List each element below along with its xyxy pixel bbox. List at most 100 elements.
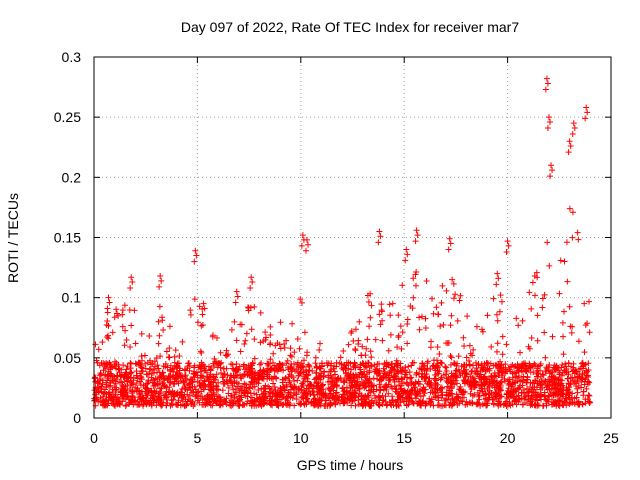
- y-tick-label: 0.1: [62, 290, 82, 306]
- data-point: [298, 299, 305, 306]
- data-point: [390, 365, 397, 372]
- data-point: [265, 383, 272, 390]
- data-point: [427, 344, 434, 351]
- data-point: [559, 361, 566, 368]
- data-point: [106, 299, 113, 306]
- data-point: [182, 396, 189, 403]
- data-point: [305, 241, 312, 248]
- data-point: [272, 387, 279, 394]
- data-point: [374, 361, 381, 368]
- data-point: [97, 370, 104, 377]
- data-point: [260, 391, 267, 398]
- data-point: [198, 322, 205, 329]
- data-point: [502, 378, 509, 385]
- data-point: [459, 389, 466, 396]
- data-point: [554, 367, 561, 374]
- data-point: [472, 359, 479, 366]
- data-point: [247, 390, 254, 397]
- data-point: [429, 363, 436, 370]
- data-point: [519, 382, 526, 389]
- data-point: [399, 282, 406, 289]
- data-point: [455, 393, 462, 400]
- data-point: [219, 387, 226, 394]
- data-point: [516, 396, 523, 403]
- data-point: [171, 353, 178, 360]
- data-point: [129, 279, 136, 286]
- data-point: [576, 373, 583, 380]
- data-point: [130, 398, 137, 405]
- data-point: [331, 363, 338, 370]
- data-point: [510, 363, 517, 370]
- data-point: [299, 394, 306, 401]
- data-point: [337, 354, 344, 361]
- data-point: [571, 395, 578, 402]
- data-point: [367, 314, 374, 321]
- data-point: [332, 392, 339, 399]
- data-point: [521, 396, 528, 403]
- data-point: [414, 388, 421, 395]
- data-point: [244, 372, 251, 379]
- data-point: [466, 342, 473, 349]
- data-point: [503, 398, 510, 405]
- data-point: [145, 379, 152, 386]
- data-point: [336, 360, 343, 367]
- data-point: [490, 378, 497, 385]
- axis-ticks: [93, 56, 612, 419]
- data-point: [348, 392, 355, 399]
- data-point: [558, 387, 565, 394]
- data-point: [313, 376, 320, 383]
- data-point: [287, 365, 294, 372]
- data-point: [419, 386, 426, 393]
- data-point: [387, 331, 394, 338]
- data-point: [493, 281, 500, 288]
- data-point: [138, 330, 145, 337]
- data-point: [280, 367, 287, 374]
- data-point: [523, 400, 530, 407]
- data-point: [518, 389, 525, 396]
- data-point: [586, 329, 593, 336]
- data-point: [406, 368, 413, 375]
- data-point: [228, 402, 235, 409]
- data-point: [542, 86, 549, 93]
- y-tick-label: 0.15: [54, 230, 81, 246]
- data-point: [564, 375, 571, 382]
- data-point: [265, 390, 272, 397]
- data-point: [300, 357, 307, 364]
- data-point: [446, 235, 453, 242]
- data-point: [375, 239, 382, 246]
- x-tick-label: 10: [293, 430, 309, 446]
- data-point: [146, 333, 153, 340]
- data-point: [207, 367, 214, 374]
- data-point: [123, 337, 130, 344]
- data-point: [264, 371, 271, 378]
- data-point: [382, 381, 389, 388]
- x-tick-label: 20: [500, 430, 516, 446]
- data-point: [192, 393, 199, 400]
- data-point: [429, 295, 436, 302]
- data-point: [155, 318, 162, 325]
- data-point: [350, 371, 357, 378]
- data-point: [147, 387, 154, 394]
- data-point: [197, 363, 204, 370]
- data-point: [228, 326, 235, 333]
- data-point: [559, 319, 566, 326]
- data-point: [273, 366, 280, 373]
- data-point: [448, 312, 455, 319]
- data-point: [586, 392, 593, 399]
- data-point: [555, 376, 562, 383]
- data-point: [165, 373, 172, 380]
- data-point: [531, 292, 538, 299]
- data-point: [567, 400, 574, 407]
- x-tick-label: 25: [603, 430, 619, 446]
- data-point: [198, 393, 205, 400]
- data-point: [101, 372, 108, 379]
- data-point: [127, 285, 134, 292]
- data-point: [163, 348, 170, 355]
- data-point: [480, 392, 487, 399]
- data-point: [305, 361, 312, 368]
- data-point: [191, 296, 198, 303]
- data-point: [257, 339, 264, 346]
- data-point: [213, 393, 220, 400]
- data-point: [565, 394, 572, 401]
- data-point: [423, 277, 430, 284]
